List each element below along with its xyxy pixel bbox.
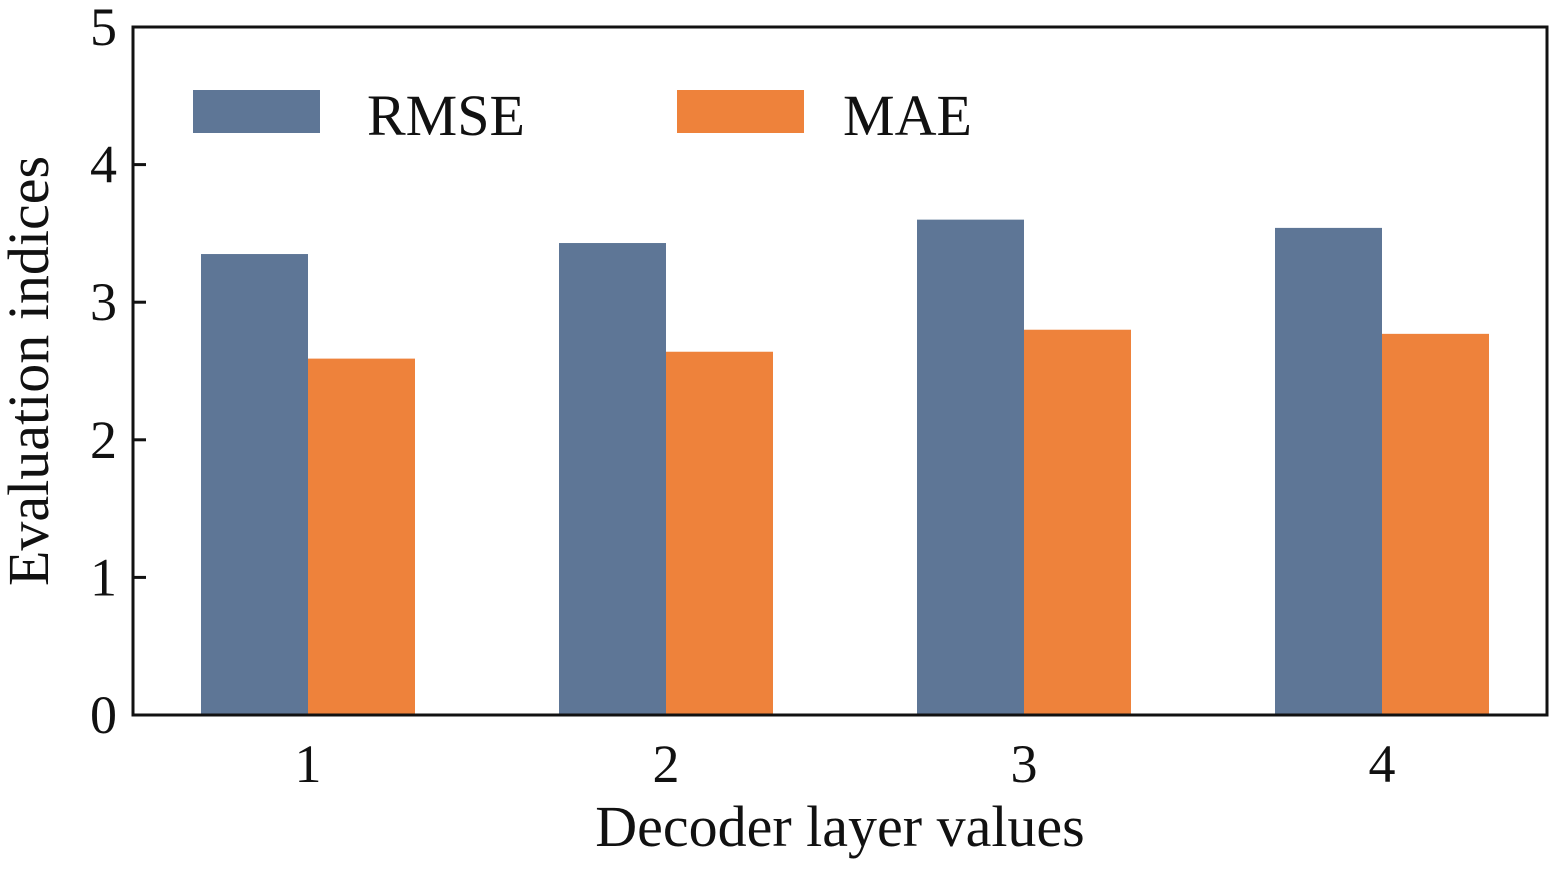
y-tick-label-3: 3: [90, 272, 117, 332]
x-tick-label-1: 1: [295, 734, 322, 794]
bar-rmse-4: [1275, 227, 1382, 715]
bar-rmse-2: [559, 243, 666, 716]
y-tick-label-4: 4: [90, 135, 117, 195]
x-axis-label: Decoder layer values: [595, 794, 1085, 859]
y-axis: 0 1 2 3 4 5: [90, 0, 146, 745]
x-axis: 1 2 3 4: [295, 734, 1396, 794]
legend-swatch-rmse: [193, 90, 320, 133]
x-tick-label-3: 3: [1011, 734, 1038, 794]
bar-mae-1: [308, 358, 415, 715]
bar-mae-2: [666, 351, 773, 715]
bar-rmse-1: [201, 254, 308, 716]
y-axis-label: Evaluation indices: [0, 156, 61, 586]
y-tick-label-2: 2: [90, 410, 117, 470]
bar-rmse-3: [917, 219, 1024, 715]
y-tick-label-1: 1: [90, 547, 117, 607]
legend-swatch-mae: [677, 90, 804, 133]
bar-mae-4: [1382, 333, 1489, 715]
legend: RMSE MAE: [193, 83, 972, 148]
legend-label-rmse: RMSE: [367, 83, 525, 148]
bar-mae-3: [1024, 329, 1131, 715]
legend-label-mae: MAE: [843, 83, 972, 148]
y-tick-label-0: 0: [90, 685, 117, 745]
bars-group: [201, 219, 1489, 716]
x-tick-label-4: 4: [1369, 734, 1396, 794]
plot-frame: [131, 25, 1549, 717]
y-tick-label-5: 5: [90, 0, 117, 57]
x-tick-label-2: 2: [653, 734, 680, 794]
